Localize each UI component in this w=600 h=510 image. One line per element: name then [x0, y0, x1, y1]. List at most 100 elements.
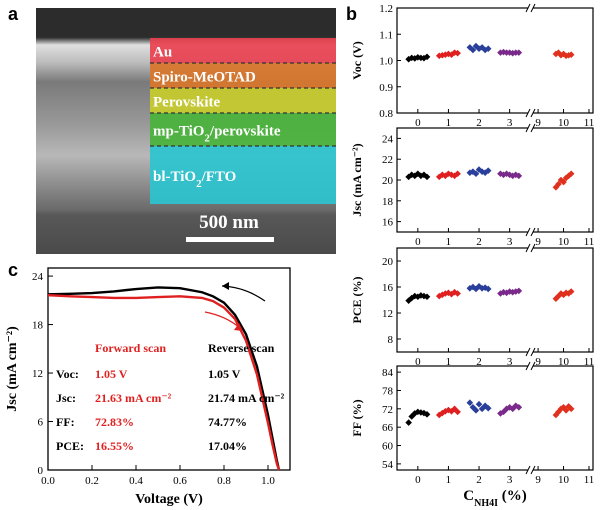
layer-4-band [150, 146, 336, 204]
scale-bar-label: 500 nm [199, 212, 259, 233]
axis-break-gap [528, 244, 533, 252]
data-point [484, 404, 492, 412]
x-tick-label: 0.2 [85, 475, 99, 487]
data-point [475, 45, 483, 52]
y-tick-label: 12 [32, 368, 43, 380]
data-point [567, 51, 575, 59]
y-tick-label: 78 [382, 385, 394, 397]
axis-break-mark [530, 361, 536, 371]
layer-label-0: Au [153, 45, 172, 61]
y-axis-label: Jsc (mA cm⁻²) [5, 326, 20, 412]
layer-2-band [150, 88, 336, 113]
axis-break-mark [530, 123, 536, 133]
y-tick-label: 22 [382, 154, 393, 166]
panel-a-letter: a [8, 4, 19, 24]
data-point [411, 410, 419, 417]
data-point [515, 172, 523, 180]
axis-break-gap [528, 4, 533, 12]
axis-break-mark [525, 347, 531, 357]
data-point [423, 53, 431, 61]
axis-break-mark [525, 123, 531, 133]
reverse-scan-header: Reverse scan [208, 341, 275, 355]
data-point [469, 46, 477, 54]
sem-top-dark [36, 8, 336, 36]
x-tick-label: 11 [584, 117, 595, 129]
layer-3-band [150, 113, 336, 146]
panel-c-letter: c [8, 260, 19, 280]
x-tick-label: 3 [507, 236, 513, 248]
layer-0-band [150, 38, 336, 63]
data-point [475, 283, 483, 290]
axis-break-gap [528, 362, 533, 370]
reverse-value: 21.74 mA cm⁻² [208, 391, 285, 405]
jv-plot: 0.0 0.2 0.4 0.6 0.8 1.0 0 6 12 18 24 [32, 267, 291, 487]
layer-label-1: Spiro-MeOTAD [153, 70, 256, 86]
reverse-arrow-head [222, 282, 229, 290]
axis-break-mark [530, 465, 536, 475]
x-tick-label: 2 [476, 356, 482, 368]
forward-arrow-head [234, 323, 243, 331]
subplot-frame [396, 7, 594, 114]
data-point [567, 405, 575, 413]
x-tick-label: 9 [535, 236, 541, 248]
x-axis-label: Voltage (V) [135, 492, 203, 507]
x-tick-label: 10 [558, 474, 570, 486]
data-point [552, 411, 560, 419]
data-point [565, 403, 572, 410]
x-tick-label: 0 [415, 236, 421, 248]
x-tick-label: 0.4 [129, 475, 143, 487]
forward-scan-curve [47, 294, 281, 471]
data-point [417, 409, 425, 416]
x-tick-label: 0.6 [173, 475, 187, 487]
data-point [405, 419, 412, 426]
layer-label-3: mp-TiO2/perovskite [153, 124, 281, 145]
data-point [439, 171, 446, 179]
plot-frame [47, 267, 291, 471]
y-tick-label: 60 [382, 441, 394, 453]
data-point [478, 285, 486, 292]
y-tick-label: 1.1 [379, 29, 393, 41]
axis-break-mark [525, 3, 531, 13]
data-point [475, 400, 483, 408]
y-axis-label: Voc (V) [350, 41, 364, 80]
x-tick-label: 1 [446, 117, 452, 129]
y-tick-label: 0.8 [379, 108, 393, 120]
layer-label-2: Perovskite [153, 95, 221, 111]
axis-break-mark [525, 243, 531, 253]
axis-break-mark [530, 243, 536, 253]
data-point [478, 405, 486, 413]
x-tick-label: 10 [558, 117, 570, 129]
data-point [484, 285, 492, 293]
data-point [560, 178, 567, 186]
axis-break-mark [525, 108, 531, 118]
data-point [448, 171, 455, 179]
x-tick-label: 0.8 [217, 475, 231, 487]
x-tick-label: 0.0 [41, 475, 55, 487]
data-point [562, 407, 570, 414]
y-axis-label: Jsc (mA cm⁻²) [350, 143, 364, 216]
axis-break-gap [528, 228, 533, 236]
y-tick-label: 84 [382, 367, 394, 379]
data-point [515, 287, 523, 295]
x-tick-label: 0 [415, 356, 421, 368]
x-tick-label: 2 [476, 117, 482, 129]
y-tick-label: 0 [38, 465, 44, 477]
data-point [560, 291, 567, 299]
x-tick-label: 10 [558, 356, 570, 368]
data-point [506, 288, 513, 295]
params-table: Forward scan Reverse scan Voc: 1.05 V 1.05 V… [56, 341, 285, 453]
y-axis-label: FF (%) [350, 399, 364, 436]
data-point [515, 403, 523, 411]
reverse-value: 74.77% [208, 415, 247, 429]
data-point [484, 167, 492, 174]
data-point [484, 45, 492, 52]
data-point [423, 411, 431, 418]
subplot-0: 0.8 0.9 1.0 1.1 1.2 0 1 2 3 9 10 11 Voc (V) [350, 3, 594, 129]
data-point [475, 166, 483, 173]
data-point [472, 285, 480, 293]
data-point [560, 403, 567, 411]
data-point [567, 288, 575, 295]
x-tick-label: 0 [415, 474, 421, 486]
